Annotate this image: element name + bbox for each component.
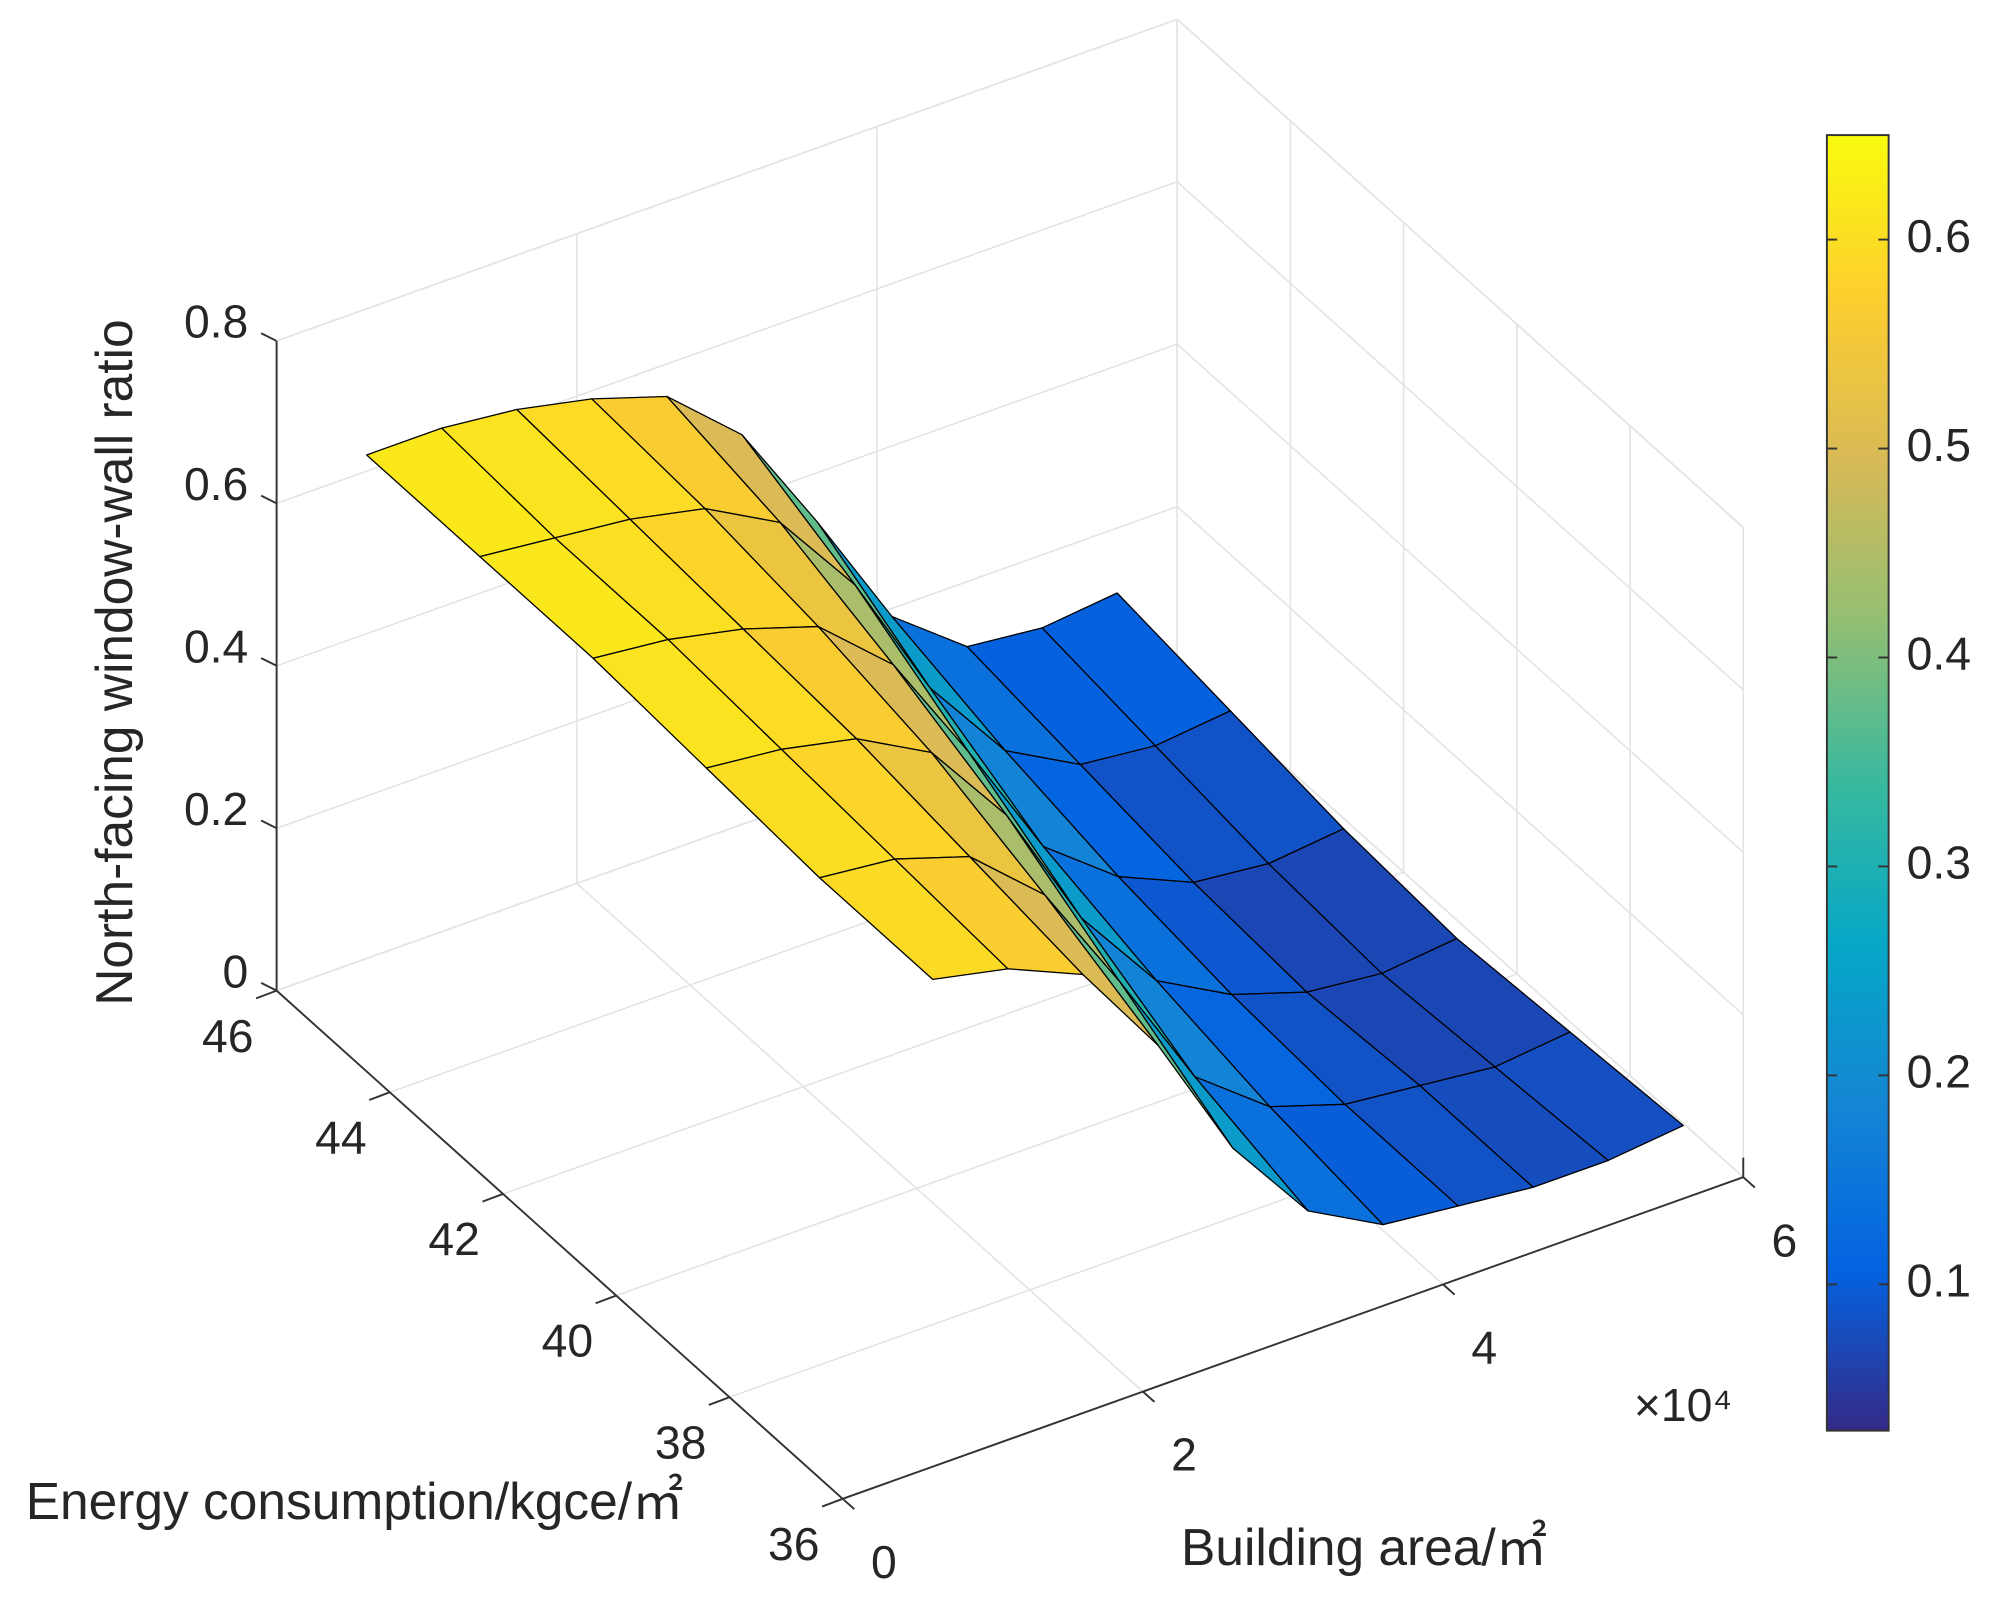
colorbar-tick-label: 0.6 — [1907, 210, 1971, 262]
x-tick — [842, 1498, 855, 1510]
y-tick-label: 46 — [202, 1010, 254, 1062]
colorbar-tick-label: 0.5 — [1907, 419, 1971, 471]
x-tick — [1142, 1390, 1156, 1403]
y-axis-label: Energy consumption/kgce/㎡ — [26, 1472, 684, 1530]
x-tick — [1742, 1176, 1756, 1189]
y-tick-label: 38 — [655, 1416, 707, 1468]
colorbar-tick-label: 0.4 — [1907, 628, 1971, 680]
y-tick-label: 44 — [315, 1111, 367, 1163]
x-tick-label: 2 — [1171, 1429, 1197, 1481]
z-tick — [260, 332, 278, 342]
x-tick-label: 6 — [1772, 1214, 1798, 1266]
x-axis-label: Building area/㎡ — [1181, 1518, 1547, 1576]
z-tick — [260, 494, 278, 505]
x-tick-label: 0 — [871, 1536, 897, 1588]
z-tick — [260, 982, 278, 992]
y-tick — [255, 989, 277, 1000]
grid-line — [576, 882, 1144, 1393]
z-tick-label: 0.8 — [184, 296, 248, 348]
x-multiplier: ×10⁴ — [1634, 1379, 1732, 1431]
box-edge — [276, 18, 1178, 342]
z-axis-label: North-facing window-wall ratio — [85, 319, 143, 1005]
z-tick-label: 0.4 — [184, 621, 248, 673]
x-axis — [842, 1176, 1744, 1500]
x-tick-label: 4 — [1471, 1322, 1497, 1374]
z-tick-label: 0.6 — [184, 458, 248, 510]
y-axis — [275, 989, 844, 1500]
box-edge — [1176, 18, 1744, 529]
y-tick — [708, 1396, 730, 1406]
y-tick-label: 42 — [428, 1213, 480, 1265]
grid-line — [1176, 181, 1744, 691]
colorbar-tick-label: 0.3 — [1907, 837, 1971, 889]
z-tick-label: 0 — [223, 945, 249, 997]
y-tick-label: 40 — [542, 1315, 594, 1367]
y-tick — [595, 1294, 617, 1305]
y-tick-label: 36 — [768, 1518, 820, 1570]
grid-line — [1176, 506, 1744, 1016]
colorbar-tick-label: 0.2 — [1907, 1046, 1971, 1098]
z-tick — [260, 819, 278, 830]
grid-line — [1176, 343, 1744, 853]
x-tick — [1442, 1283, 1456, 1296]
z-tick-label: 0.2 — [184, 783, 248, 835]
z-tick — [260, 657, 278, 667]
colorbar-tick-label: 0.1 — [1907, 1255, 1971, 1307]
y-tick — [368, 1091, 391, 1101]
y-tick — [821, 1497, 844, 1508]
surface-face — [818, 858, 1009, 981]
colorbar — [1825, 134, 1890, 1432]
y-tick — [482, 1193, 504, 1203]
